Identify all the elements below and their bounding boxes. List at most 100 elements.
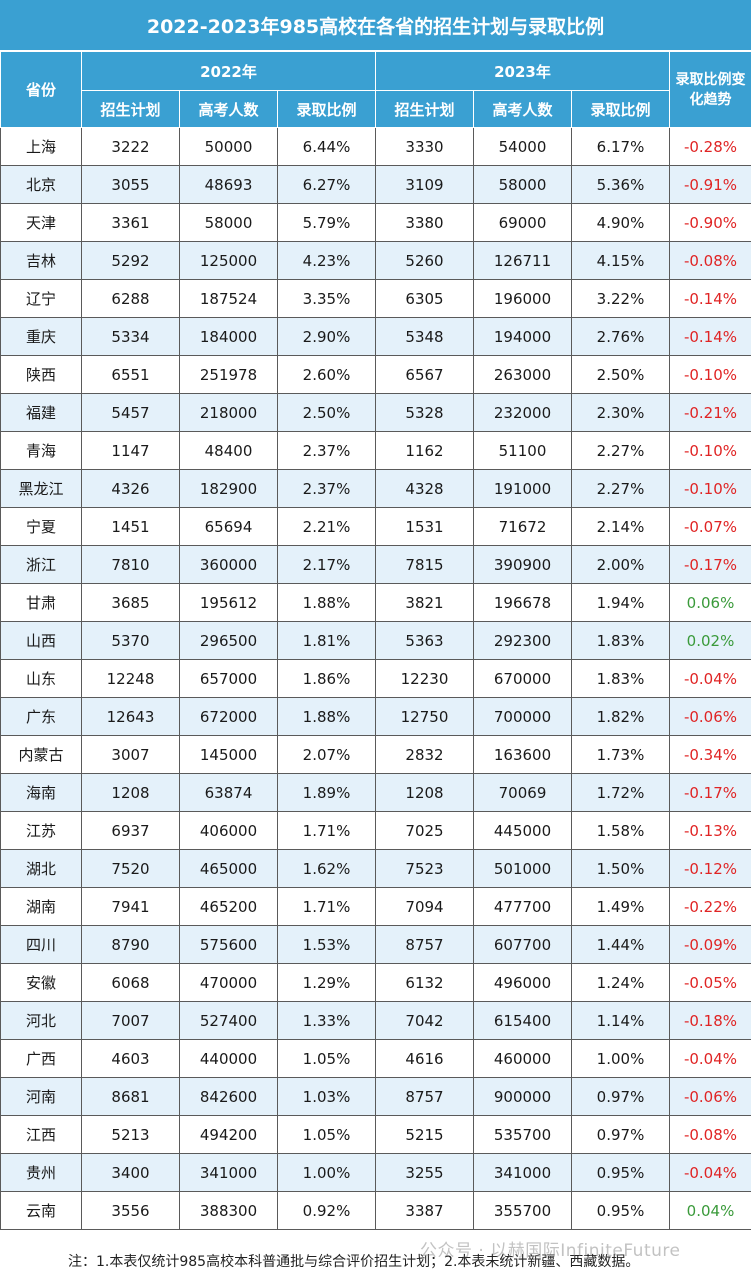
- examinees-2022-cell: 360000: [179, 545, 278, 584]
- province-cell: 山东: [0, 659, 82, 698]
- table-row: 云南 3556 388300 0.92% 3387 355700 0.95% 0.04%: [0, 1191, 751, 1230]
- plan-2022-cell: 4603: [81, 1039, 180, 1078]
- ratio-change-cell: -0.10%: [669, 355, 751, 394]
- province-cell: 北京: [0, 165, 82, 204]
- examinees-2022-cell: 575600: [179, 925, 278, 964]
- province-cell: 青海: [0, 431, 82, 470]
- province-cell: 湖北: [0, 849, 82, 888]
- table-header: 省份 2022年 2023年 录取比例变化趋势 招生计划 高考人数 录取比例 招…: [0, 51, 751, 128]
- plan-2022-cell: 6551: [81, 355, 180, 394]
- ratio-change-cell: 0.02%: [669, 621, 751, 660]
- province-cell: 辽宁: [0, 279, 82, 318]
- ratio-change-cell: -0.07%: [669, 507, 751, 546]
- ratio-2023-cell: 0.95%: [571, 1191, 670, 1230]
- province-cell: 安徽: [0, 963, 82, 1002]
- examinees-2022-cell: 50000: [179, 127, 278, 166]
- table-row: 内蒙古 3007 145000 2.07% 2832 163600 1.73% -0.34%: [0, 735, 751, 774]
- ratio-2023-cell: 2.30%: [571, 393, 670, 432]
- admission-table: 省份 2022年 2023年 录取比例变化趋势 招生计划 高考人数 录取比例 招…: [0, 51, 751, 1230]
- examinees-2022-cell: 494200: [179, 1115, 278, 1154]
- examinees-2022-cell: 527400: [179, 1001, 278, 1040]
- province-cell: 甘肃: [0, 583, 82, 622]
- ratio-2023-cell: 2.27%: [571, 431, 670, 470]
- ratio-change-cell: -0.21%: [669, 393, 751, 432]
- table-row: 吉林 5292 125000 4.23% 5260 126711 4.15% -0.08%: [0, 241, 751, 280]
- ratio-2022-cell: 3.35%: [277, 279, 376, 318]
- plan-2022-cell: 5292: [81, 241, 180, 280]
- examinees-2023-cell: 670000: [473, 659, 572, 698]
- ratio-2023-cell: 1.83%: [571, 659, 670, 698]
- examinees-2023-header: 高考人数: [473, 90, 572, 128]
- table-row: 四川 8790 575600 1.53% 8757 607700 1.44% -0.09%: [0, 925, 751, 964]
- examinees-2022-cell: 465000: [179, 849, 278, 888]
- ratio-change-cell: -0.34%: [669, 735, 751, 774]
- ratio-change-cell: 0.04%: [669, 1191, 751, 1230]
- ratio-change-cell: -0.04%: [669, 1153, 751, 1192]
- table-row: 辽宁 6288 187524 3.35% 6305 196000 3.22% -0.14%: [0, 279, 751, 318]
- examinees-2023-cell: 535700: [473, 1115, 572, 1154]
- ratio-2022-cell: 2.17%: [277, 545, 376, 584]
- ratio-2023-cell: 0.97%: [571, 1115, 670, 1154]
- examinees-2023-cell: 71672: [473, 507, 572, 546]
- ratio-2023-cell: 6.17%: [571, 127, 670, 166]
- examinees-2023-cell: 126711: [473, 241, 572, 280]
- plan-2022-cell: 6068: [81, 963, 180, 1002]
- examinees-2022-cell: 182900: [179, 469, 278, 508]
- province-cell: 四川: [0, 925, 82, 964]
- table-row: 安徽 6068 470000 1.29% 6132 496000 1.24% -0.05%: [0, 963, 751, 1002]
- table-row: 浙江 7810 360000 2.17% 7815 390900 2.00% -0.17%: [0, 545, 751, 584]
- examinees-2022-cell: 65694: [179, 507, 278, 546]
- province-cell: 宁夏: [0, 507, 82, 546]
- plan-2022-cell: 7520: [81, 849, 180, 888]
- plan-2023-cell: 4328: [375, 469, 474, 508]
- ratio-2023-cell: 3.22%: [571, 279, 670, 318]
- ratio-change-cell: -0.09%: [669, 925, 751, 964]
- examinees-2023-cell: 445000: [473, 811, 572, 850]
- ratio-2022-cell: 1.29%: [277, 963, 376, 1002]
- examinees-2022-cell: 218000: [179, 393, 278, 432]
- plan-2022-cell: 6288: [81, 279, 180, 318]
- province-cell: 天津: [0, 203, 82, 242]
- ratio-2022-cell: 2.37%: [277, 469, 376, 508]
- ratio-2023-cell: 2.76%: [571, 317, 670, 356]
- province-cell: 上海: [0, 127, 82, 166]
- ratio-change-cell: -0.90%: [669, 203, 751, 242]
- ratio-2023-cell: 1.83%: [571, 621, 670, 660]
- ratio-2023-cell: 2.00%: [571, 545, 670, 584]
- ratio-change-cell: -0.04%: [669, 659, 751, 698]
- ratio-2022-cell: 1.71%: [277, 811, 376, 850]
- province-cell: 福建: [0, 393, 82, 432]
- examinees-2023-cell: 191000: [473, 469, 572, 508]
- examinees-2022-header: 高考人数: [179, 90, 278, 128]
- ratio-2023-cell: 1.44%: [571, 925, 670, 964]
- plan-2023-cell: 3387: [375, 1191, 474, 1230]
- ratio-2022-cell: 5.79%: [277, 203, 376, 242]
- examinees-2023-cell: 501000: [473, 849, 572, 888]
- province-cell: 贵州: [0, 1153, 82, 1192]
- table-row: 河南 8681 842600 1.03% 8757 900000 0.97% -0.06%: [0, 1077, 751, 1116]
- province-cell: 陕西: [0, 355, 82, 394]
- examinees-2023-cell: 51100: [473, 431, 572, 470]
- plan-2022-header: 招生计划: [81, 90, 180, 128]
- plan-2023-cell: 1162: [375, 431, 474, 470]
- ratio-change-cell: -0.08%: [669, 1115, 751, 1154]
- examinees-2023-cell: 341000: [473, 1153, 572, 1192]
- ratio-2023-cell: 1.82%: [571, 697, 670, 736]
- examinees-2022-cell: 58000: [179, 203, 278, 242]
- table-row: 山西 5370 296500 1.81% 5363 292300 1.83% 0.02%: [0, 621, 751, 660]
- ratio-2023-cell: 4.15%: [571, 241, 670, 280]
- plan-2023-cell: 12230: [375, 659, 474, 698]
- plan-2023-cell: 3330: [375, 127, 474, 166]
- table-row: 江苏 6937 406000 1.71% 7025 445000 1.58% -0.13%: [0, 811, 751, 850]
- ratio-2023-cell: 5.36%: [571, 165, 670, 204]
- examinees-2022-cell: 125000: [179, 241, 278, 280]
- province-cell: 河北: [0, 1001, 82, 1040]
- plan-2022-cell: 7007: [81, 1001, 180, 1040]
- examinees-2022-cell: 440000: [179, 1039, 278, 1078]
- table-row: 广西 4603 440000 1.05% 4616 460000 1.00% -0.04%: [0, 1039, 751, 1078]
- plan-2023-cell: 5348: [375, 317, 474, 356]
- table-row: 河北 7007 527400 1.33% 7042 615400 1.14% -0.18%: [0, 1001, 751, 1040]
- ratio-2022-cell: 1.03%: [277, 1077, 376, 1116]
- province-cell: 海南: [0, 773, 82, 812]
